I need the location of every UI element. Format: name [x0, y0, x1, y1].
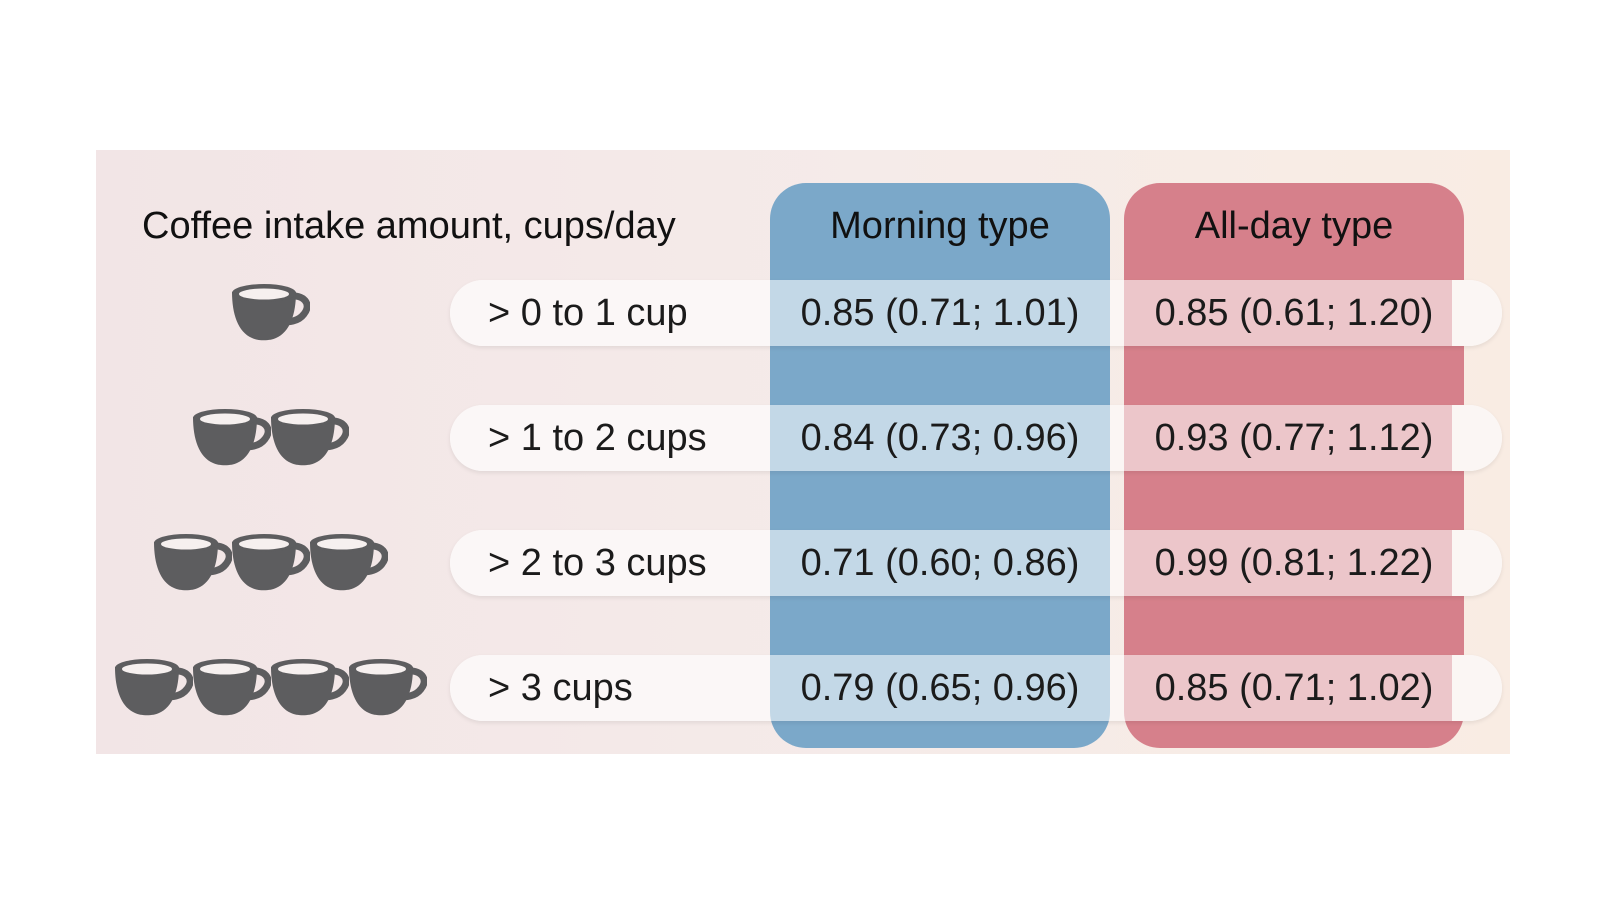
- all-day-type-header: All-day type: [1194, 205, 1394, 247]
- coffee-cup-icon: [154, 534, 232, 591]
- table-row: > 1 to 2 cups 0.84 (0.73; 0.96) 0.93 (0.…: [450, 405, 1502, 471]
- coffee-cup-icon: [232, 534, 310, 591]
- morning-type-value: 0.79 (0.65; 0.96): [800, 667, 1080, 709]
- all-day-type-value: 0.85 (0.71; 1.02): [1154, 667, 1434, 709]
- coffee-cup-icon: [115, 659, 193, 716]
- morning-type-value: 0.84 (0.73; 0.96): [800, 417, 1080, 459]
- cup-icons-row-3: [110, 530, 430, 596]
- table-row: > 0 to 1 cup 0.85 (0.71; 1.01) 0.85 (0.6…: [450, 280, 1502, 346]
- intake-range-label: > 2 to 3 cups: [488, 542, 707, 584]
- table-row: > 2 to 3 cups 0.71 (0.60; 0.86) 0.99 (0.…: [450, 530, 1502, 596]
- row-label-background: [450, 530, 770, 596]
- coffee-cup-icon: [193, 659, 271, 716]
- table-row: > 3 cups 0.79 (0.65; 0.96) 0.85 (0.71; 1…: [450, 655, 1502, 721]
- all-day-type-value: 0.85 (0.61; 1.20): [1154, 292, 1434, 334]
- intake-range-label: > 0 to 1 cup: [488, 292, 688, 334]
- intake-range-label: > 3 cups: [488, 667, 633, 709]
- coffee-cup-icon: [271, 409, 349, 466]
- coffee-cup-icon: [310, 534, 388, 591]
- morning-type-value: 0.71 (0.60; 0.86): [800, 542, 1080, 584]
- cup-icons-row-2: [110, 405, 430, 471]
- cup-icons-row-1: [110, 280, 430, 346]
- coffee-intake-header: Coffee intake amount, cups/day: [142, 205, 676, 247]
- coffee-cup-icon: [271, 659, 349, 716]
- coffee-cup-icon: [232, 284, 310, 341]
- morning-type-value: 0.85 (0.71; 1.01): [800, 292, 1080, 334]
- row-label-background: [450, 405, 770, 471]
- row-label-background: [450, 280, 770, 346]
- cup-icons-row-4: [110, 655, 430, 721]
- coffee-cup-icon: [349, 659, 427, 716]
- morning-type-header: Morning type: [830, 205, 1050, 247]
- all-day-type-value: 0.99 (0.81; 1.22): [1154, 542, 1434, 584]
- intake-range-label: > 1 to 2 cups: [488, 417, 707, 459]
- coffee-cup-icon: [193, 409, 271, 466]
- all-day-type-value: 0.93 (0.77; 1.12): [1154, 417, 1434, 459]
- row-label-background: [450, 655, 770, 721]
